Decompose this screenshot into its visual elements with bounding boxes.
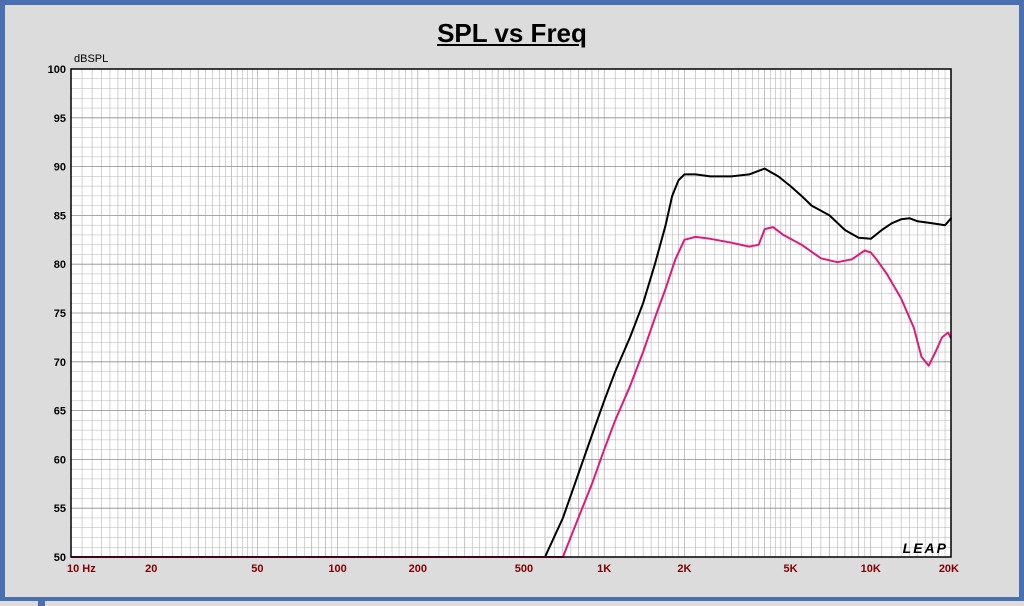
y-tick-label: 75	[54, 308, 66, 320]
chart-title: SPL vs Freq	[437, 18, 587, 48]
y-tick-label: 95	[54, 113, 66, 125]
y-axis-label: dBSPL	[74, 53, 108, 65]
y-tick-label: 70	[54, 357, 66, 369]
x-tick-label: 200	[409, 563, 427, 575]
x-tick-label: 2K	[677, 563, 691, 575]
frame-bottom-bar	[0, 597, 1024, 606]
x-tick-label: 20	[145, 563, 157, 575]
y-tick-label: 60	[54, 454, 66, 466]
frame-corner-mark	[38, 599, 45, 606]
y-tick-label: 100	[48, 64, 66, 76]
x-tick-label: 50	[251, 563, 263, 575]
x-tick-label: 10K	[861, 563, 881, 575]
x-tick-label: 500	[515, 563, 533, 575]
x-tick-label: 5K	[783, 563, 797, 575]
series-group	[71, 167, 952, 558]
grid-lines	[71, 69, 951, 557]
y-tick-label: 65	[54, 406, 66, 418]
y-tick-label: 55	[54, 503, 66, 515]
leap-logo: LEAP	[903, 540, 948, 556]
series-line-1	[71, 167, 952, 558]
axis-labels: 50 55 60 65 70 75 80 85 90 95 100 10 Hz 20 50 100 200 50…	[48, 64, 959, 575]
x-tick-label: 10 Hz	[67, 563, 96, 575]
x-tick-label: 100	[328, 563, 346, 575]
plot-border	[70, 68, 952, 558]
y-tick-label: 80	[54, 259, 66, 271]
series-line-2	[71, 226, 952, 558]
y-tick-label: 85	[54, 210, 66, 222]
y-tick-label: 90	[54, 162, 66, 174]
y-tick-label: 50	[54, 552, 66, 564]
x-tick-label: 1K	[597, 563, 611, 575]
x-tick-label: 20K	[939, 563, 959, 575]
